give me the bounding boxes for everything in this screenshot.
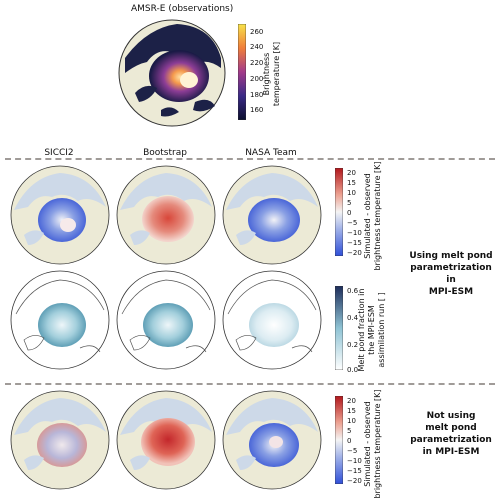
pond-tick-0.4: 0.4	[347, 314, 359, 322]
side-label-without-ponds-line-3: parametrization	[410, 435, 492, 445]
side-label-with-ponds-line-3: MPI-ESM	[428, 287, 474, 297]
map-without-ponds-sicci2	[10, 390, 110, 490]
diff-colorbar-top-label: Simulated - observed brightness temperat…	[363, 161, 382, 271]
column-title-sicci2: SICCI2	[44, 148, 74, 158]
side-label-without-ponds-line-1: Not using	[426, 411, 476, 421]
bt-tick-180: 180	[250, 91, 264, 99]
diff2-tick-10: 10	[347, 417, 356, 425]
diff-colorbar-top	[335, 168, 343, 256]
map-with-ponds-nasa-team	[222, 165, 322, 265]
diff2-tick-5: 5	[347, 427, 352, 435]
diff2-tick-0: 0	[347, 437, 352, 445]
diff1-tick-5: 5	[347, 199, 352, 207]
diff-colorbar-bottom-label: Simulated - observed brightness temperat…	[363, 389, 382, 499]
diff2-tick-20: 20	[347, 397, 356, 405]
map-pond-fraction-bootstrap	[116, 270, 216, 370]
bt-colorbar	[238, 24, 246, 120]
column-title-nasa-team: NASA Team	[245, 148, 297, 158]
diff1-tick-m15: −15	[347, 239, 362, 247]
pond-tick-0.0: 0.0	[347, 366, 359, 374]
diff-colorbar-bottom	[335, 396, 343, 484]
pond-colorbar	[335, 286, 343, 370]
diff2-tick-m20: −20	[347, 477, 362, 485]
map-without-ponds-bootstrap	[116, 390, 216, 490]
diff1-tick-0: 0	[347, 209, 352, 217]
diff1-tick-10: 10	[347, 189, 356, 197]
side-label-without-ponds: Not using melt pond parametrization in M…	[405, 410, 497, 458]
pond-colorbar-label: Melt pond fraction in the MPI-ESM assimi…	[357, 288, 386, 372]
pond-tick-0.6: 0.6	[347, 287, 359, 295]
map-with-ponds-bootstrap	[116, 165, 216, 265]
diff2-tick-m10: −10	[347, 457, 362, 465]
map-without-ponds-nasa-team	[222, 390, 322, 490]
diff1-tick-m5: −5	[347, 219, 358, 227]
bt-colorbar-label: Brightness temperature [K]	[262, 41, 281, 107]
diff1-tick-m20: −20	[347, 249, 362, 257]
bt-tick-240: 240	[250, 43, 264, 51]
map-pond-fraction-sicci2	[10, 270, 110, 370]
diff1-tick-15: 15	[347, 179, 356, 187]
separator-top	[5, 158, 495, 160]
top-map-title: AMSR-E (observations)	[131, 4, 234, 14]
side-label-without-ponds-line-4: in MPI-ESM	[422, 447, 480, 457]
separator-bottom	[5, 383, 495, 385]
diff2-tick-15: 15	[347, 407, 356, 415]
bt-tick-260: 260	[250, 28, 264, 36]
side-label-with-ponds-line-2: parametrization in	[410, 263, 492, 285]
bt-tick-200: 200	[250, 75, 264, 83]
diff2-tick-m15: −15	[347, 467, 362, 475]
diff1-tick-m10: −10	[347, 229, 362, 237]
side-label-with-ponds: Using melt pond parametrization in MPI-E…	[405, 250, 497, 298]
amsre-map	[118, 19, 226, 127]
diff1-tick-20: 20	[347, 169, 356, 177]
pond-tick-0.2: 0.2	[347, 341, 359, 349]
side-label-without-ponds-line-2: melt pond	[425, 423, 477, 433]
map-pond-fraction-nasa-team	[222, 270, 322, 370]
bt-tick-220: 220	[250, 59, 264, 67]
diff2-tick-m5: −5	[347, 447, 358, 455]
bt-tick-160: 160	[250, 106, 264, 114]
column-title-bootstrap: Bootstrap	[143, 148, 187, 158]
side-label-with-ponds-line-1: Using melt pond	[409, 251, 493, 261]
map-with-ponds-sicci2	[10, 165, 110, 265]
